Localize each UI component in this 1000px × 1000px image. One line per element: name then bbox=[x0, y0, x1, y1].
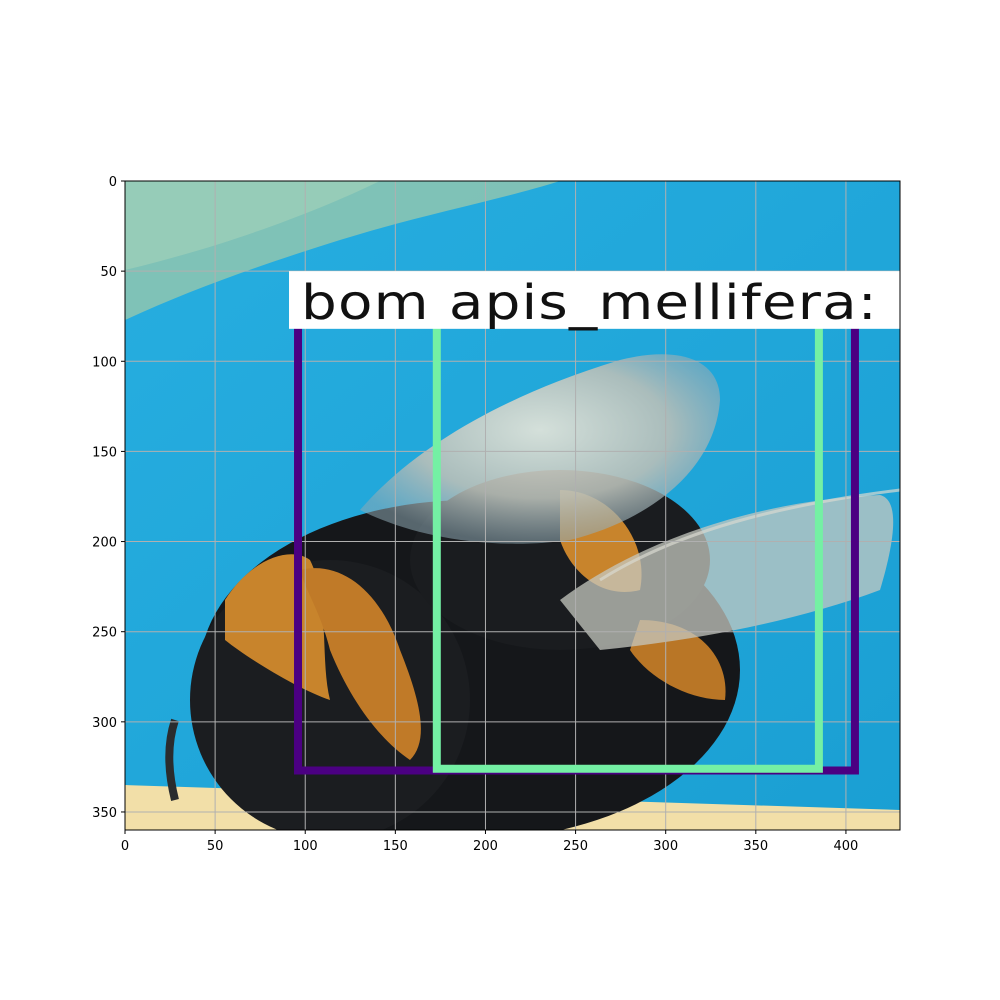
bounding-box-apis_mellifera bbox=[432, 280, 823, 773]
detection-label-text: bom apis_mellifera: bbox=[301, 275, 878, 331]
label-banner-background bbox=[289, 271, 901, 329]
y-axis: 0 50 100 150 200 250 300 350 bbox=[92, 175, 125, 821]
axes-frame bbox=[124, 180, 901, 831]
y-tick-label: 0 bbox=[109, 175, 117, 190]
detection-boxes bbox=[294, 280, 859, 775]
x-tick-label: 50 bbox=[207, 839, 224, 854]
x-tick-label: 300 bbox=[653, 839, 678, 854]
y-tick-label: 350 bbox=[92, 806, 117, 821]
x-axis: 0 50 100 150 200 250 300 350 400 bbox=[121, 830, 858, 854]
y-tick-label: 200 bbox=[92, 536, 117, 551]
x-tick-label: 200 bbox=[473, 839, 498, 854]
x-tick-label: 0 bbox=[121, 839, 129, 854]
y-tick-label: 250 bbox=[92, 626, 117, 641]
x-tick-label: 400 bbox=[834, 839, 859, 854]
y-tick-label: 150 bbox=[92, 445, 117, 460]
label-banner: bom apis_mellifera: bbox=[289, 271, 901, 331]
y-tick-label: 100 bbox=[92, 355, 117, 370]
x-tick-label: 250 bbox=[563, 839, 588, 854]
x-tick-label: 350 bbox=[743, 839, 768, 854]
x-tick-label: 100 bbox=[293, 839, 318, 854]
x-tick-label: 150 bbox=[383, 839, 408, 854]
y-tick-label: 300 bbox=[92, 716, 117, 731]
y-tick-label: 50 bbox=[100, 265, 117, 280]
